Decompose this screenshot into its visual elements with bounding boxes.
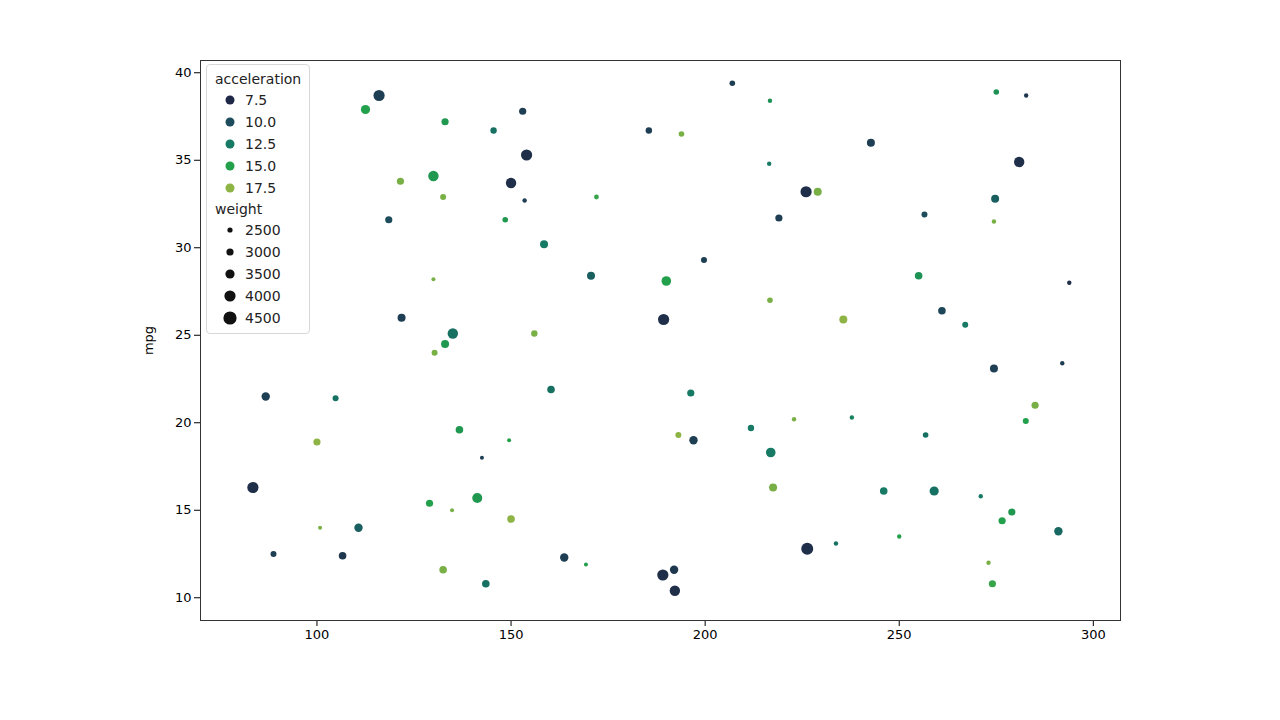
svg-text:mpg: mpg (141, 326, 156, 355)
svg-text:35: 35 (175, 152, 192, 167)
html-text:acceleration: acceleration (215, 71, 302, 87)
svg-text:40: 40 (175, 65, 192, 80)
svg-text:150: 150 (499, 627, 524, 642)
html-text:12.5: 12.5 (245, 136, 277, 152)
html-text:3500: 3500 (245, 266, 281, 282)
html-text:15.0: 15.0 (245, 158, 277, 174)
html-text:4000: 4000 (245, 288, 281, 304)
svg-text:200: 200 (693, 627, 718, 642)
html-text:2500: 2500 (245, 222, 281, 238)
html-text:17.5: 17.5 (245, 180, 277, 196)
svg-text:250: 250 (887, 627, 912, 642)
svg-text:300: 300 (1081, 627, 1106, 642)
svg-text:10: 10 (175, 590, 192, 605)
svg-text:30: 30 (175, 240, 192, 255)
html-text:4500: 4500 (245, 310, 281, 326)
html-text:3000: 3000 (245, 244, 281, 260)
svg-text:20: 20 (175, 415, 192, 430)
html-text:7.5: 7.5 (245, 92, 268, 108)
svg-text:100: 100 (305, 627, 330, 642)
html-text:weight: weight (215, 201, 263, 217)
svg-text:25: 25 (175, 327, 192, 342)
svg-text:15: 15 (175, 502, 192, 517)
html-text:10.0: 10.0 (245, 114, 277, 130)
